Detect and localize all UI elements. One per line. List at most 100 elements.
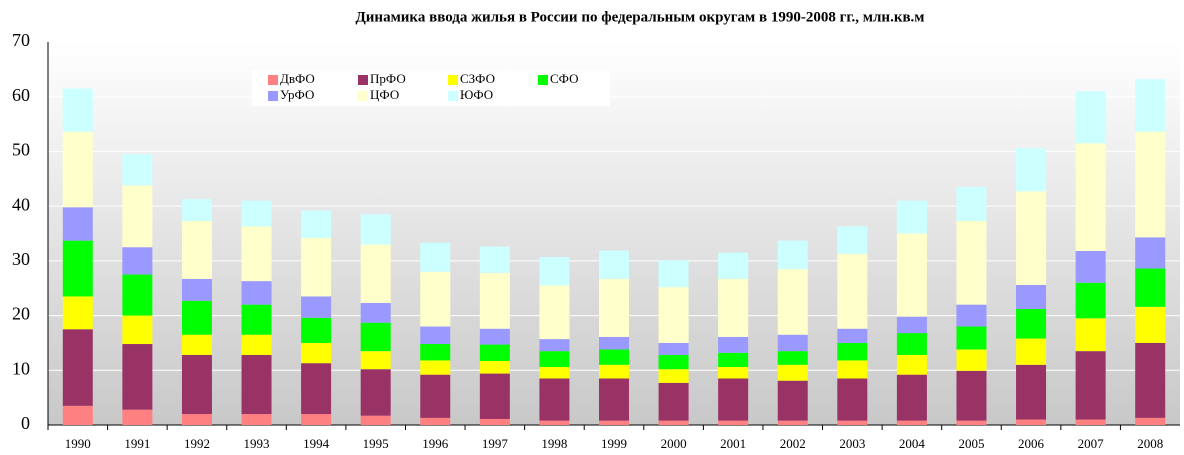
legend-label: ЦФО (370, 87, 399, 102)
bar-segment (62, 88, 93, 132)
bar-segment (896, 200, 927, 234)
bar-segment (658, 354, 689, 370)
bar-segment (1016, 419, 1047, 425)
y-tick-label: 0 (21, 413, 30, 433)
bar-segment (1075, 419, 1106, 425)
bar-segment (479, 344, 510, 361)
bar-segment (956, 304, 987, 327)
bar-segment (1016, 364, 1047, 420)
bar-segment (360, 214, 391, 245)
bar-segment (837, 226, 868, 254)
bar-segment (122, 409, 153, 425)
bar-segment (1075, 91, 1106, 144)
x-tick-label: 1997 (482, 436, 509, 451)
bar-segment (181, 354, 212, 415)
x-tick-label: 2001 (720, 436, 746, 451)
legend-label: СФО (550, 71, 579, 86)
bar-segment (599, 349, 629, 365)
bar-segment (896, 374, 927, 421)
bar-segment (301, 210, 332, 238)
bar-segment (122, 274, 153, 316)
x-tick-label: 1994 (303, 436, 330, 451)
legend-swatch (448, 91, 458, 101)
bar-segment (1135, 268, 1166, 307)
bar-segment (241, 334, 272, 355)
bar-segment (1016, 148, 1047, 192)
bar-segment (1016, 309, 1047, 339)
bar-segment (62, 131, 93, 208)
bar-segment (479, 360, 510, 374)
bar-segment (181, 414, 212, 425)
bar-segment (777, 269, 808, 335)
y-tick-label: 40 (12, 194, 30, 214)
legend-swatch (268, 75, 278, 85)
bar-segment (777, 420, 808, 425)
x-tick-label: 2000 (661, 436, 687, 451)
bar-segment (658, 382, 689, 421)
bar-segment (956, 370, 987, 421)
legend-swatch (358, 91, 368, 101)
bar-segment (62, 329, 93, 406)
bar-segment (718, 420, 749, 425)
bar-segment (122, 154, 153, 186)
bar-segment (181, 278, 212, 301)
bar-segment (360, 415, 391, 425)
bar-segment (837, 328, 868, 343)
bar-segment (718, 336, 749, 353)
bar-segment (241, 414, 272, 425)
bar-segment (420, 360, 451, 375)
bar-segment (420, 326, 451, 345)
y-tick-label: 70 (12, 30, 30, 50)
bar-segment (420, 271, 451, 327)
bar-segment (301, 342, 332, 364)
bar-segment (539, 351, 570, 368)
bar-segment (1075, 282, 1106, 319)
bar-segment (479, 373, 510, 419)
bar-segment (181, 334, 212, 355)
bar-segment (479, 272, 510, 329)
bar-segment (62, 240, 93, 297)
y-tick-label: 50 (12, 140, 30, 160)
legend-swatch (268, 91, 278, 101)
bar-segment (301, 237, 332, 297)
x-tick-label: 1999 (601, 436, 627, 451)
x-tick-label: 1998 (541, 436, 567, 451)
bar-segment (837, 342, 868, 361)
bar-segment (62, 405, 93, 425)
bar-segment (837, 378, 868, 421)
bar-segment (539, 367, 570, 379)
bar-segment (241, 281, 272, 305)
bar-segment (718, 252, 749, 279)
bar-segment (539, 378, 570, 421)
bar-segment (1016, 284, 1047, 310)
bar-segment (658, 420, 689, 425)
y-tick-label: 30 (12, 249, 30, 269)
bar-segment (956, 220, 987, 305)
bar-segment (301, 317, 332, 343)
x-tick-label: 1995 (363, 436, 389, 451)
bar-segment (1135, 342, 1166, 418)
bar-segment (241, 304, 272, 335)
bar-segment (599, 278, 629, 337)
legend-label: ПрФО (370, 71, 406, 86)
bar-segment (599, 250, 629, 279)
bar-segment (181, 199, 212, 221)
bar-segment (241, 200, 272, 227)
bar-segment (658, 369, 689, 383)
bar-segment (539, 257, 570, 286)
bar-segment (837, 420, 868, 425)
bar-segment (837, 360, 868, 379)
bar-segment (1135, 417, 1166, 425)
bar-segment (1135, 131, 1166, 238)
bar-segment (62, 296, 93, 330)
bar-segment (301, 414, 332, 425)
legend-label: ЮФО (460, 87, 493, 102)
x-tick-label: 2006 (1018, 436, 1045, 451)
bar-segment (718, 278, 749, 337)
legend-swatch (358, 75, 368, 85)
bar-segment (479, 246, 510, 273)
bar-segment (122, 315, 153, 345)
x-tick-label: 1992 (184, 436, 210, 451)
bar-segment (62, 207, 93, 241)
